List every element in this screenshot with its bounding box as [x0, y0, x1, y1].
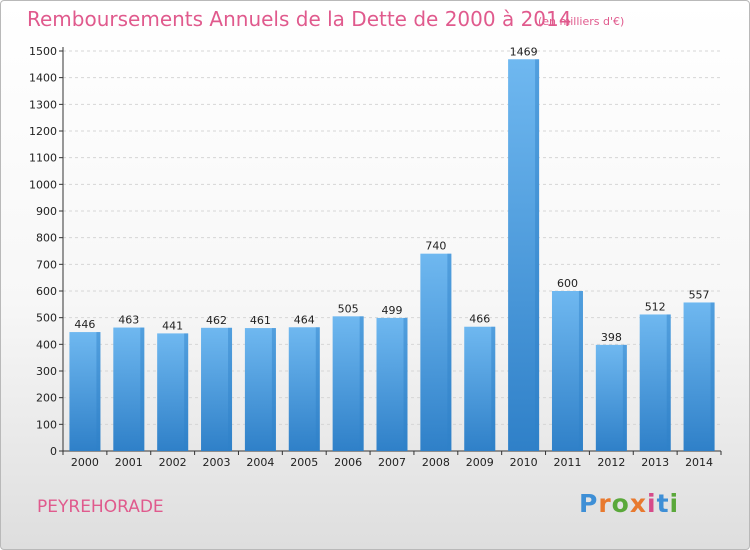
bar	[464, 326, 496, 451]
logo-letter: t	[656, 489, 670, 518]
data-label: 462	[206, 314, 227, 327]
proxiti-logo: Proxiti	[579, 489, 679, 518]
logo-letter: x	[629, 489, 647, 518]
x-tick-label: 2003	[203, 456, 231, 469]
y-tick-label: 1500	[29, 45, 57, 58]
logo-letter: r	[598, 489, 612, 518]
data-labels: 446 463 441 462 461 464 505 499 740 466 1469 600 398…	[74, 45, 709, 344]
x-tick-label: 2014	[685, 456, 713, 469]
bar-shade	[184, 333, 189, 451]
x-tick-label: 2000	[71, 456, 99, 469]
y-tick-label: 1000	[29, 178, 57, 191]
data-label: 557	[689, 288, 710, 301]
x-tick-label: 2010	[510, 456, 538, 469]
x-tick-label: 2005	[290, 456, 318, 469]
y-tick-label: 200	[36, 392, 57, 405]
bar-shade	[666, 314, 671, 451]
chart-title: Remboursements Annuels de la Dette de 20…	[27, 7, 572, 31]
logo-letter: i	[669, 489, 680, 518]
x-tick-label: 2008	[422, 456, 450, 469]
data-label: 1469	[510, 45, 538, 58]
y-tick-label: 1100	[29, 152, 57, 165]
bar	[420, 253, 452, 451]
y-tick-label: 300	[36, 365, 57, 378]
bar-shade	[710, 302, 715, 451]
bar-shade	[578, 291, 583, 451]
bar-shade	[447, 253, 452, 451]
bar-shade	[535, 59, 540, 452]
x-tick-label: 2013	[641, 456, 669, 469]
y-tick-label: 500	[36, 312, 57, 325]
location-name: PEYREHORADE	[37, 497, 164, 517]
bar	[288, 327, 320, 451]
bar-shade	[271, 328, 276, 451]
x-tick-labels: 2000 2001 2002 2003 2004 2005 2006 2007 2008 2009…	[71, 456, 713, 469]
data-label: 446	[74, 318, 95, 331]
data-label: 499	[382, 304, 403, 317]
bar-shade	[96, 332, 101, 451]
logo-letter: P	[579, 489, 599, 518]
x-tick-label: 2012	[597, 456, 625, 469]
x-tick-label: 2002	[159, 456, 187, 469]
y-tick-label: 1200	[29, 125, 57, 138]
bar	[683, 302, 715, 451]
data-label: 505	[338, 302, 359, 315]
data-label: 466	[469, 313, 490, 326]
x-tick-label: 2001	[115, 456, 143, 469]
y-tick-label: 700	[36, 258, 57, 271]
bar	[244, 328, 276, 451]
y-tick-label: 100	[36, 418, 57, 431]
bar	[376, 317, 408, 451]
chart-subtitle: (en milliers d'€)	[538, 15, 625, 28]
bar	[157, 333, 189, 451]
bar	[201, 327, 233, 451]
y-tick-label: 1400	[29, 72, 57, 85]
data-label: 740	[425, 240, 446, 253]
y-tick-label: 900	[36, 205, 57, 218]
bar-shade	[403, 317, 408, 451]
y-tick-label: 600	[36, 285, 57, 298]
x-tick-label: 2011	[553, 456, 581, 469]
data-label: 600	[557, 277, 578, 290]
bar	[639, 314, 671, 451]
x-tick-label: 2004	[246, 456, 274, 469]
bars	[69, 59, 715, 452]
bar	[332, 316, 364, 451]
bar	[595, 344, 627, 451]
bar	[69, 332, 101, 451]
logo-letter: i	[647, 489, 657, 518]
logo-letter: o	[611, 489, 630, 518]
y-tick-label: 0	[50, 445, 57, 458]
data-label: 463	[118, 314, 139, 327]
y-tick-label: 800	[36, 232, 57, 245]
x-tick-label: 2007	[378, 456, 406, 469]
bar	[113, 327, 145, 451]
bar	[551, 291, 583, 451]
bar-shade	[228, 327, 233, 451]
data-label: 512	[645, 300, 666, 313]
bar-shade	[359, 316, 364, 451]
bar-shade	[491, 326, 496, 451]
data-label: 398	[601, 331, 622, 344]
y-tick-label: 400	[36, 338, 57, 351]
bar	[508, 59, 540, 452]
bar-shade	[140, 327, 145, 451]
x-tick-label: 2006	[334, 456, 362, 469]
data-label: 441	[162, 319, 183, 332]
bar-shade	[315, 327, 320, 451]
data-label: 461	[250, 314, 271, 327]
y-tick-label: 1300	[29, 98, 57, 111]
y-tick-labels: 0 100 200 300 400 500 600 700 800 900 1000 1100 1200…	[29, 45, 57, 458]
x-tick-label: 2009	[466, 456, 494, 469]
data-label: 464	[294, 313, 315, 326]
bar-shade	[622, 344, 627, 451]
